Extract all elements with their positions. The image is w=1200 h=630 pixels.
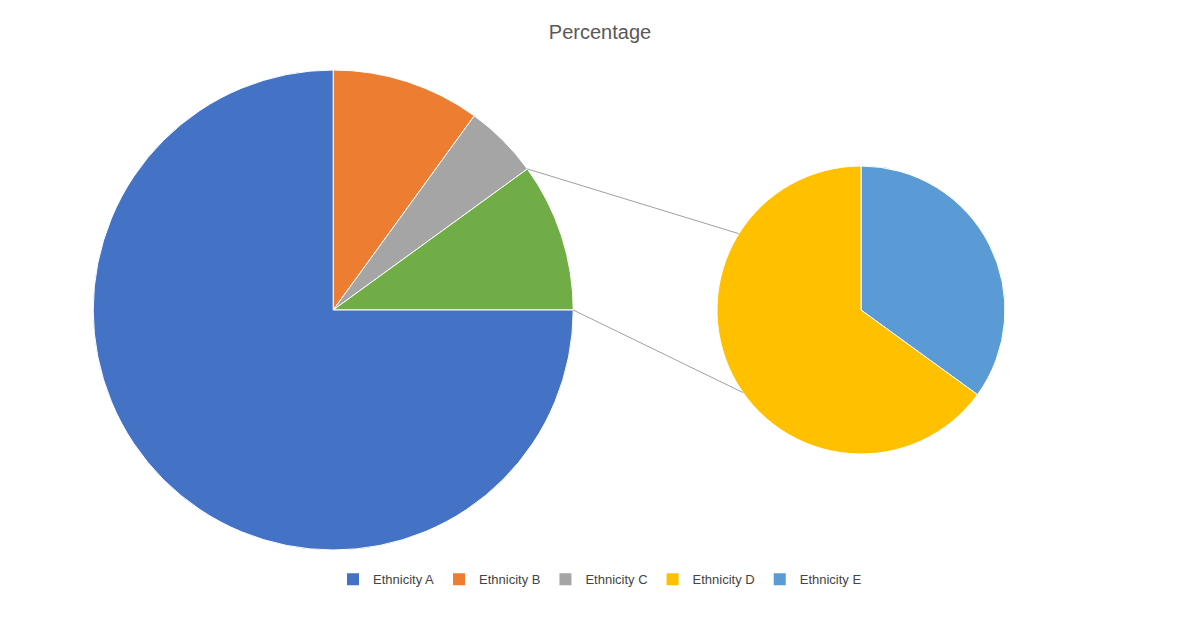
svg-text:Ethnicity D: Ethnicity D [693, 572, 755, 587]
svg-text:Ethnicity E: Ethnicity E [800, 572, 862, 587]
svg-text:Ethnicity A: Ethnicity A [373, 572, 434, 587]
svg-text:Ethnicity C: Ethnicity C [585, 572, 647, 587]
svg-text:Ethnicity B: Ethnicity B [479, 572, 540, 587]
svg-text:Percentage: Percentage [549, 21, 651, 43]
